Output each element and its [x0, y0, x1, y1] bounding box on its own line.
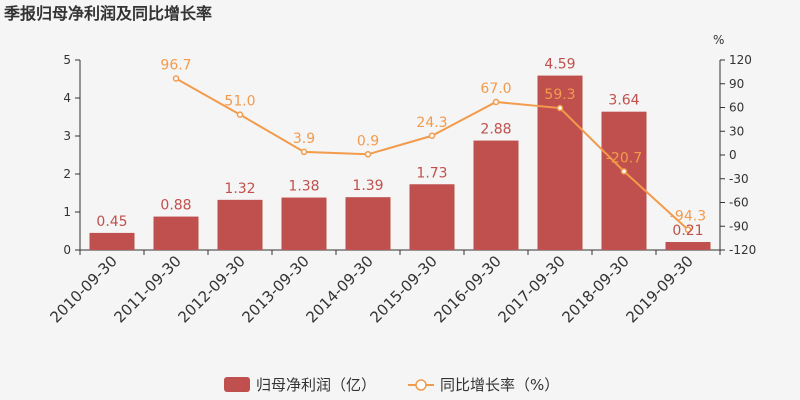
growth-value-label: 51.0: [224, 94, 255, 110]
legend-bar-swatch: [224, 377, 250, 392]
growth-value-label: 0.9: [357, 133, 379, 149]
growth-value-label: 67.0: [480, 81, 511, 97]
bar-net-profit[interactable]: [537, 75, 583, 250]
bar-net-profit[interactable]: [153, 216, 199, 250]
x-axis-category-label: 2015-09-30: [366, 252, 440, 326]
x-axis-category-label: 2019-09-30: [622, 252, 696, 326]
growth-point[interactable]: [300, 148, 308, 156]
growth-point[interactable]: [172, 75, 180, 82]
left-axis-tick-label: 4: [63, 91, 71, 105]
left-axis-tick-label: 2: [63, 167, 71, 181]
growth-value-label: 3.9: [293, 131, 315, 147]
x-axis-category-label: 2013-09-30: [238, 252, 312, 326]
bar-value-label: 0.21: [672, 223, 703, 239]
right-axis-tick-label: -30: [729, 172, 749, 186]
bar-net-profit[interactable]: [217, 199, 263, 250]
bar-net-profit[interactable]: [665, 242, 711, 250]
bar-net-profit[interactable]: [473, 140, 519, 250]
x-axis-category-label: 2017-09-30: [494, 252, 568, 326]
growth-value-label: 24.3: [416, 115, 447, 131]
bar-net-profit[interactable]: [281, 197, 327, 250]
right-axis-unit: %: [713, 33, 724, 47]
legend-line-marker: [415, 379, 427, 391]
growth-point[interactable]: [556, 104, 564, 112]
growth-point[interactable]: [620, 168, 628, 175]
axes: 012345-120-90-60-3003060901202010-09-302…: [46, 53, 756, 326]
growth-value-label: 59.3: [544, 87, 575, 103]
x-axis-category-label: 2012-09-30: [174, 252, 248, 326]
growth-value-label: -20.7: [606, 150, 642, 166]
left-axis-tick-label: 3: [63, 129, 71, 143]
growth-point[interactable]: [236, 111, 244, 118]
growth-point[interactable]: [684, 226, 692, 233]
bar-value-label: 0.45: [96, 214, 127, 230]
growth-point[interactable]: [364, 151, 372, 158]
left-axis-tick-label: 0: [63, 243, 71, 257]
bar-net-profit[interactable]: [345, 197, 391, 250]
right-axis-tick-label: -60: [729, 196, 749, 210]
bar-net-profit[interactable]: [409, 184, 455, 250]
x-axis-category-label: 2010-09-30: [46, 252, 120, 326]
growth-value-label: -94.3: [670, 209, 706, 225]
chart-title: 季报归母净利润及同比增长率: [3, 4, 212, 23]
bar-value-label: 1.38: [288, 179, 319, 195]
right-axis-tick-label: 120: [729, 53, 752, 67]
bar-value-label: 1.73: [416, 165, 447, 181]
legend-line-label[interactable]: 同比增长率（%）: [440, 376, 559, 394]
growth-value-label: 96.7: [160, 57, 191, 73]
right-axis-tick-label: 60: [729, 101, 744, 115]
left-axis-tick-label: 5: [63, 53, 71, 67]
growth-point[interactable]: [492, 98, 500, 106]
bar-net-profit[interactable]: [89, 232, 135, 250]
bar-net-profit[interactable]: [601, 111, 647, 251]
x-axis-category-label: 2014-09-30: [302, 252, 376, 326]
right-axis-tick-label: -120: [729, 243, 756, 257]
bar-value-label: 1.32: [224, 181, 255, 197]
bar-value-label: 1.39: [352, 178, 383, 194]
bar-value-label: 0.88: [160, 198, 191, 214]
data-labels: 0.45 0.88 1.32 1.38 1.39 1.73 2.88 4.59 3.64 0.21…: [96, 57, 706, 239]
legend[interactable]: 归母净利润（亿） 同比增长率（%）: [224, 376, 559, 394]
right-axis-tick-label: -90: [729, 219, 749, 233]
bars: [89, 75, 711, 251]
x-axis-category-label: 2016-09-30: [430, 252, 504, 326]
legend-bar-label[interactable]: 归母净利润（亿）: [256, 376, 376, 394]
x-axis-category-label: 2018-09-30: [558, 252, 632, 326]
right-axis-tick-label: 30: [729, 124, 744, 138]
bar-value-label: 3.64: [608, 93, 639, 109]
growth-line: [172, 75, 692, 233]
growth-point[interactable]: [428, 132, 436, 140]
right-axis-tick-label: 0: [729, 148, 737, 162]
bar-value-label: 4.59: [544, 57, 575, 73]
right-axis-tick-label: 90: [729, 77, 744, 91]
bar-value-label: 2.88: [480, 122, 511, 138]
left-axis-tick-label: 1: [63, 205, 71, 219]
x-axis-category-label: 2011-09-30: [110, 252, 184, 326]
